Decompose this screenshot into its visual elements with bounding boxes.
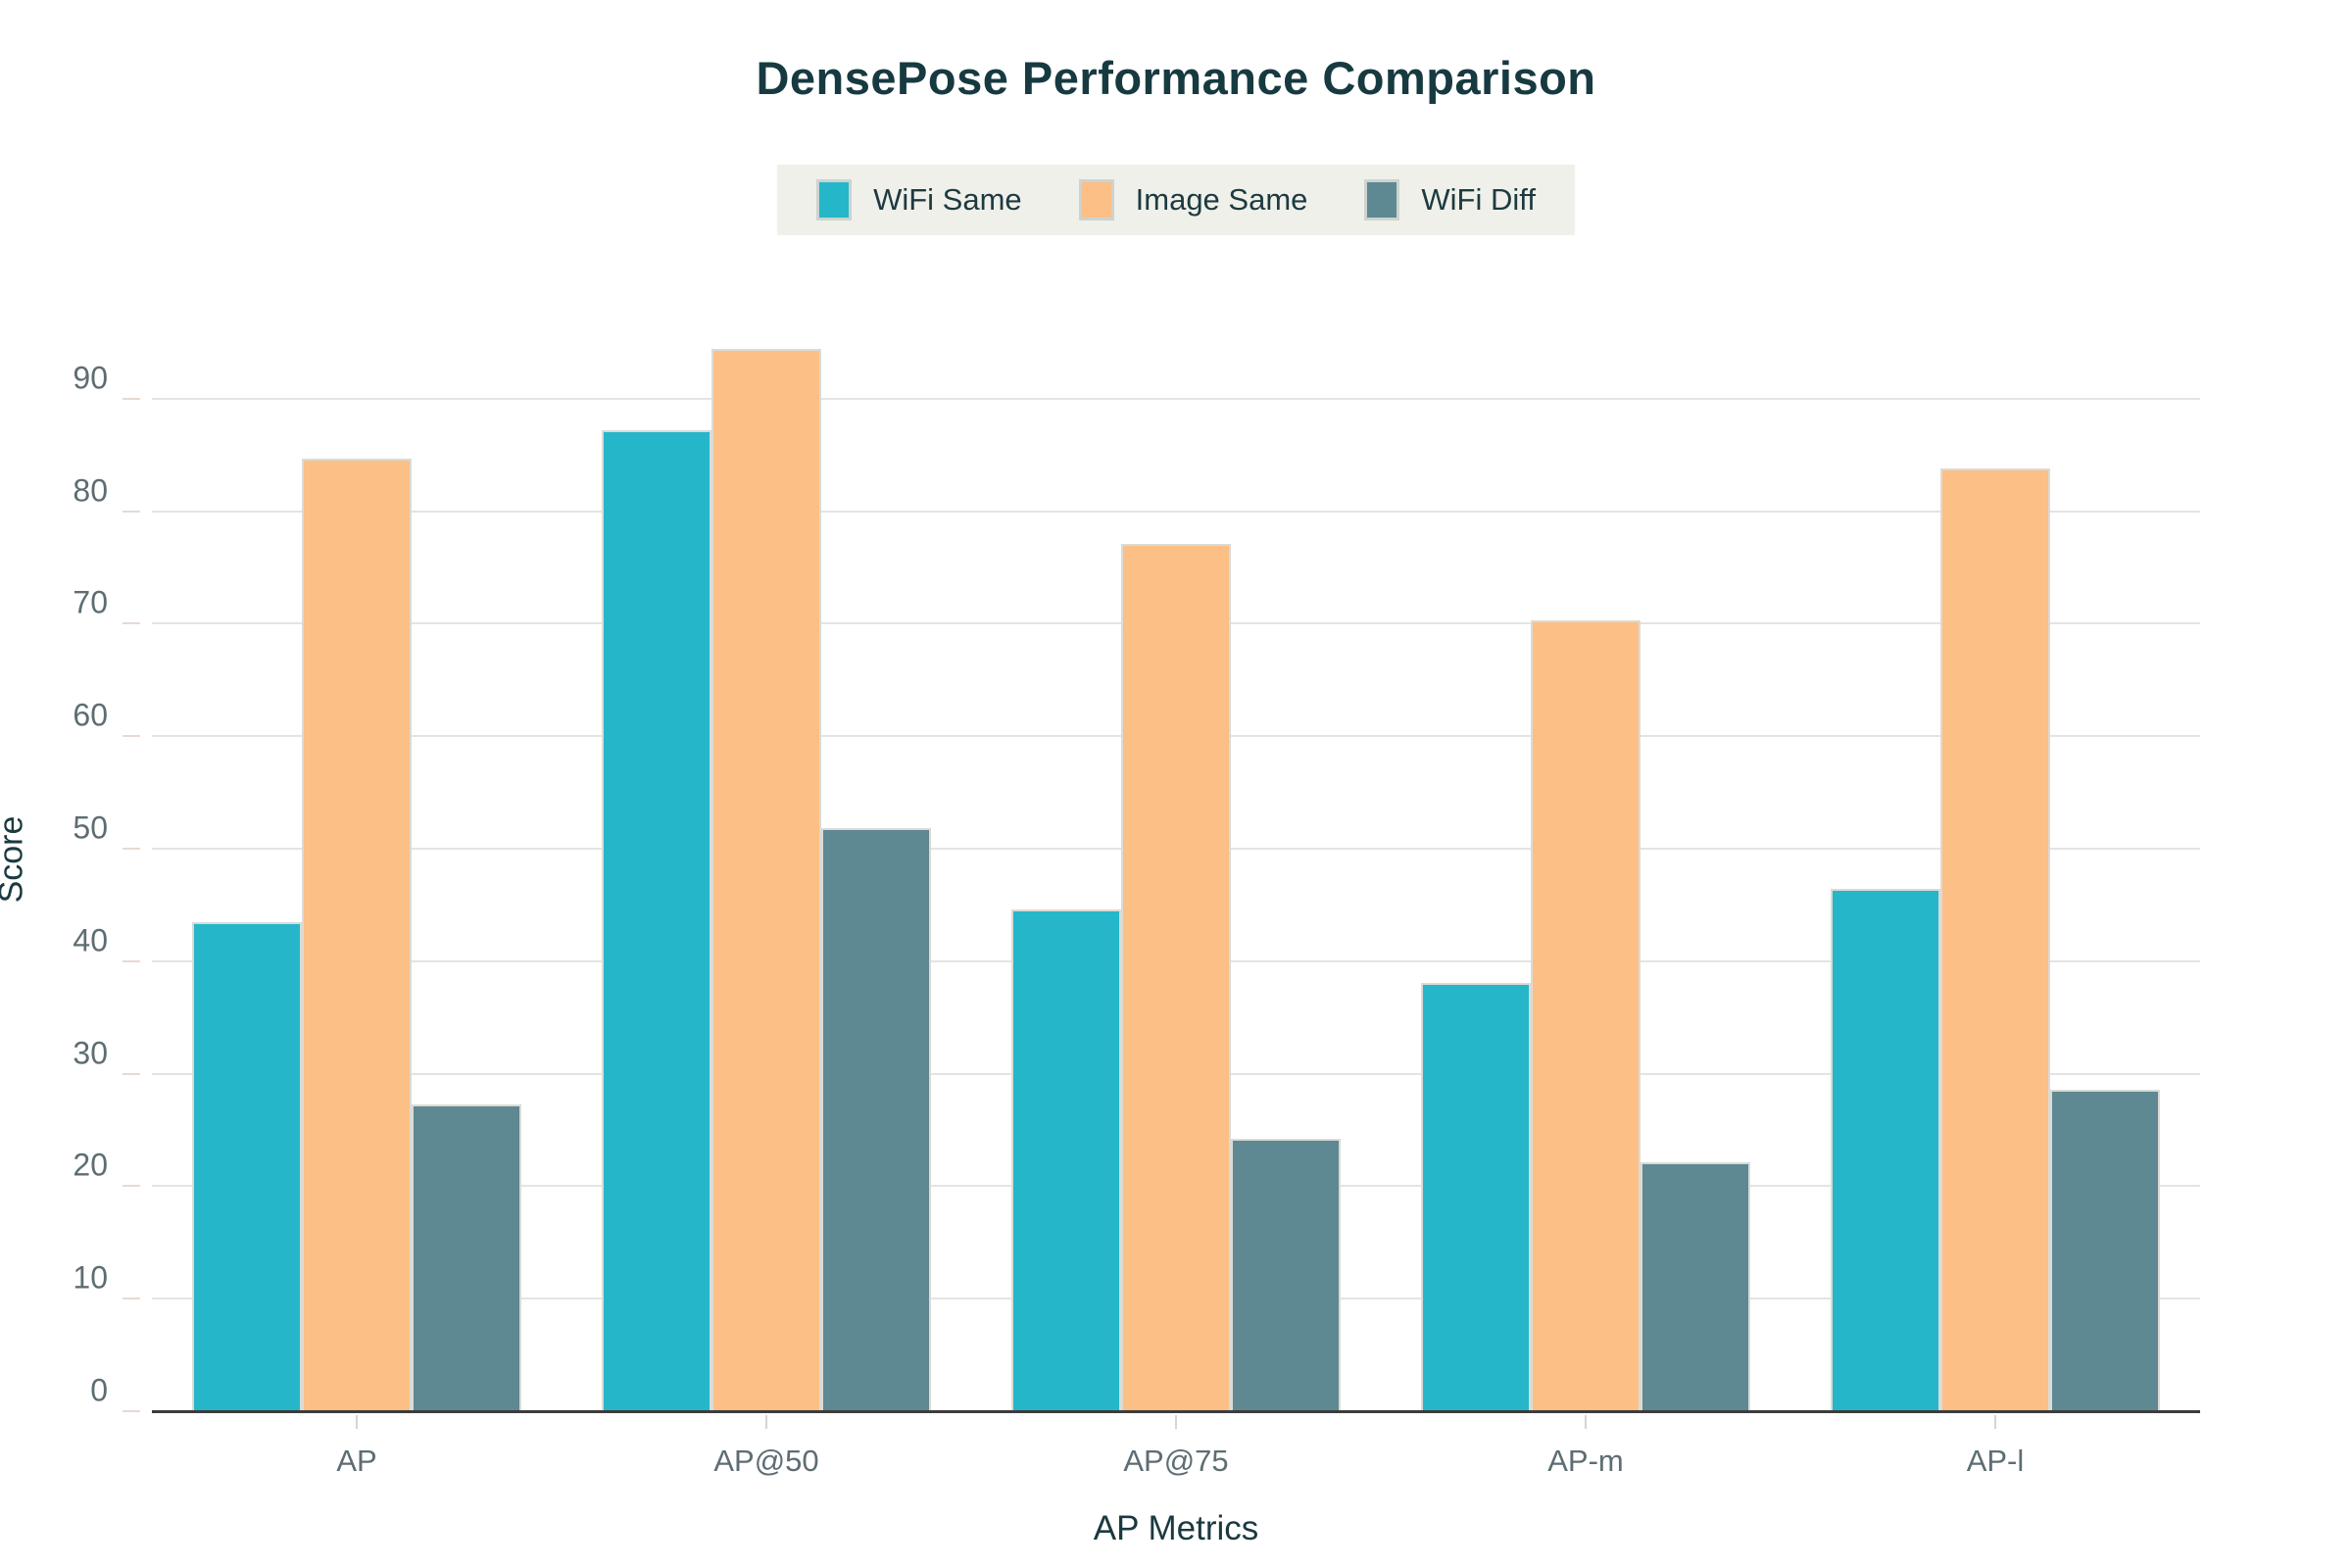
y-tick-mark-70 [122,622,140,624]
y-tick-mark-0 [122,1410,140,1412]
legend-item-wifi-same: WiFi Same [816,179,1022,220]
legend-swatch-wifi-same [816,179,853,220]
y-tick-mark-20 [122,1185,140,1187]
legend-wrap: WiFi Same Image Same WiFi Diff [0,165,2352,235]
y-tick-mark-10 [122,1298,140,1299]
x-tick-label-ap-50: AP@50 [713,1444,819,1478]
bar-group-ap-75 [971,309,1381,1411]
y-tick-mark-30 [122,1073,140,1075]
bar-wifi-same-ap [192,922,302,1411]
y-tick-label-20: 20 [73,1147,108,1183]
gridline-y-80 [152,511,2200,513]
bar-image-same-ap-75 [1121,544,1231,1411]
bar-wifi-same-ap-m [1421,983,1531,1411]
bar-group-ap-l [1790,309,2200,1411]
bar-wifi-diff-ap-50 [821,828,931,1411]
plot-area: 0 10 20 30 40 50 60 70 80 90 AP AP@50 AP@75 AP-m AP-l [73,309,2200,1478]
x-tick-label-ap: AP [336,1444,377,1478]
bar-wifi-diff-ap-m [1641,1162,1750,1411]
legend-item-image-same: Image Same [1078,179,1308,220]
bar-group-ap-50 [562,309,971,1411]
legend-label-wifi-diff: WiFi Diff [1421,182,1536,217]
x-axis-title: AP Metrics [1093,1509,1259,1547]
x-tick-mark-ap-m [1585,1415,1587,1429]
y-tick-label-40: 40 [73,922,108,958]
legend-label-image-same: Image Same [1135,182,1308,217]
y-tick-label-80: 80 [73,472,108,509]
legend-label-wifi-same: WiFi Same [873,182,1022,217]
bar-image-same-ap [302,459,412,1411]
y-tick-label-50: 50 [73,809,108,846]
x-tick-label-ap-75: AP@75 [1123,1444,1229,1478]
x-axis-line [152,1410,2200,1413]
y-axis-title: Score [0,815,30,904]
y-tick-label-90: 90 [73,360,108,396]
y-tick-label-0: 0 [90,1372,108,1408]
bar-image-same-ap-50 [711,349,821,1411]
bar-wifi-diff-ap-l [2050,1090,2160,1411]
y-tick-label-60: 60 [73,697,108,733]
y-tick-label-30: 30 [73,1035,108,1071]
y-tick-label-70: 70 [73,584,108,620]
y-tick-mark-50 [122,848,140,850]
x-tick-label-ap-l: AP-l [1966,1444,2025,1478]
y-tick-mark-40 [122,960,140,962]
y-tick-mark-60 [122,735,140,737]
y-tick-label-10: 10 [73,1259,108,1296]
bar-wifi-diff-ap [412,1104,521,1411]
bar-wifi-same-ap-75 [1011,909,1121,1411]
legend-swatch-image-same [1078,179,1114,220]
bar-image-same-ap-l [1940,468,2050,1411]
x-tick-mark-ap-75 [1175,1415,1177,1429]
bar-wifi-same-ap-50 [602,430,711,1411]
bar-group-ap-m [1381,309,1790,1411]
bar-group-ap [152,309,562,1411]
legend: WiFi Same Image Same WiFi Diff [777,165,1575,235]
x-tick-mark-ap-l [1994,1415,1996,1429]
y-tick-mark-80 [122,511,140,513]
y-tick-mark-90 [122,398,140,400]
bar-image-same-ap-m [1531,620,1641,1411]
x-tick-mark-ap-50 [765,1415,767,1429]
bar-wifi-same-ap-l [1831,889,1940,1411]
x-tick-mark-ap [356,1415,358,1429]
bar-wifi-diff-ap-75 [1231,1139,1341,1411]
x-tick-label-ap-m: AP-m [1547,1444,1624,1478]
legend-swatch-wifi-diff [1364,179,1400,220]
legend-item-wifi-diff: WiFi Diff [1364,179,1536,220]
chart-title: DensePose Performance Comparison [756,52,1596,104]
gridline-y-90 [152,398,2200,400]
